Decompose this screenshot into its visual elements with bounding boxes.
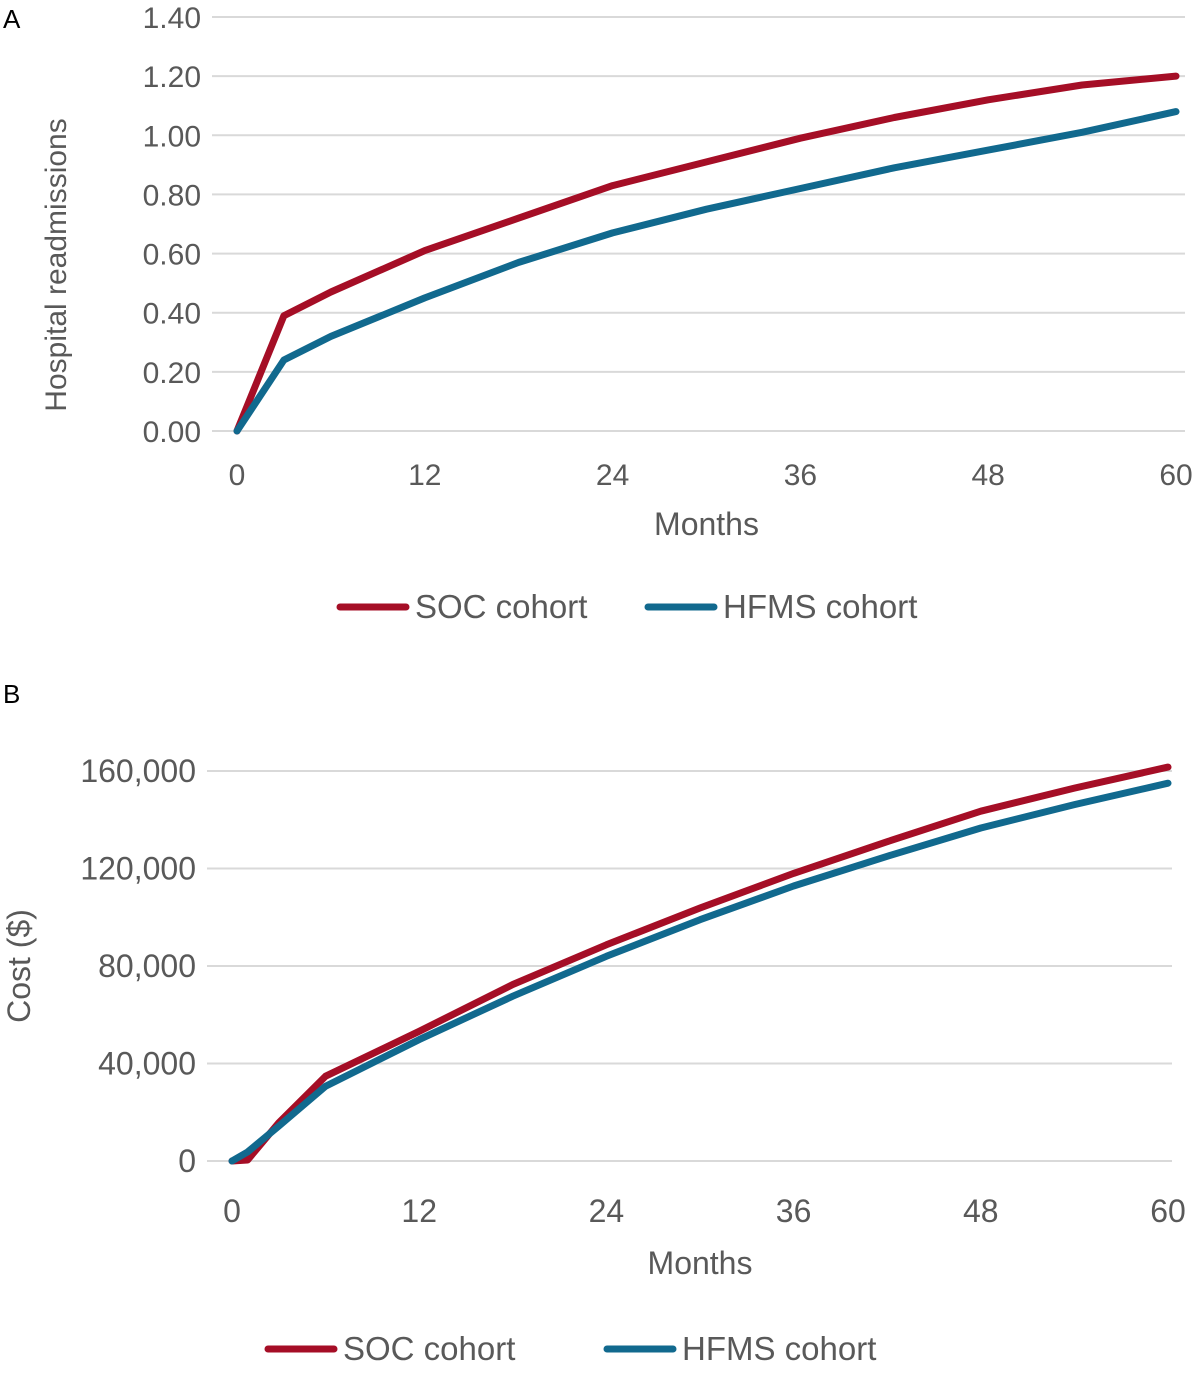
x-tick-label: 60 <box>1150 1193 1186 1229</box>
series-line-hfms <box>233 108 1180 435</box>
x-tick-label: 12 <box>401 1193 437 1229</box>
series-line-soc <box>233 72 1180 435</box>
panel-label: B <box>3 679 20 709</box>
y-tick-label: 0.00 <box>143 416 201 449</box>
x-tick-label: 0 <box>229 459 246 492</box>
x-tick-label: 60 <box>1159 459 1192 492</box>
legend-label: HFMS cohort <box>682 1330 876 1367</box>
x-tick-label: 36 <box>776 1193 812 1229</box>
chart-panel-b: B 0 40,000 80,000 120,000 160,000 0 12 24 36 48 60 M… <box>1 679 1186 1367</box>
legend-label: HFMS cohort <box>723 588 917 625</box>
y-tick-label: 0.20 <box>143 357 201 390</box>
x-tick-label: 0 <box>223 1193 241 1229</box>
y-tick-label: 1.00 <box>143 120 201 153</box>
y-tick-label: 0 <box>178 1143 196 1179</box>
x-tick-label: 12 <box>408 459 441 492</box>
x-axis-label: Months <box>648 1245 753 1281</box>
y-tick-label: 40,000 <box>98 1046 196 1082</box>
y-tick-label: 1.40 <box>143 2 201 35</box>
legend-label: SOC cohort <box>415 588 587 625</box>
legend-label: SOC cohort <box>343 1330 515 1367</box>
y-tick-label: 0.60 <box>143 239 201 272</box>
x-tick-label: 36 <box>784 459 817 492</box>
chart-panel-a: A 0.00 0.20 0.40 0.60 0.80 1.00 1.20 1.40 0 12 24 36… <box>3 2 1193 625</box>
y-axis-label: Hospital readmissions <box>40 118 73 411</box>
x-tick-label: 48 <box>963 1193 999 1229</box>
panel-label: A <box>3 4 21 34</box>
y-tick-label: 80,000 <box>98 948 196 984</box>
x-tick-label: 48 <box>972 459 1005 492</box>
x-tick-label: 24 <box>589 1193 625 1229</box>
x-tick-label: 24 <box>596 459 629 492</box>
y-tick-label: 1.20 <box>143 61 201 94</box>
y-tick-label: 0.40 <box>143 298 201 331</box>
x-axis-label: Months <box>654 506 759 542</box>
y-tick-label: 120,000 <box>80 851 196 887</box>
y-axis-label: Cost ($) <box>1 909 37 1023</box>
series-line-soc <box>228 763 1172 1165</box>
y-tick-label: 0.80 <box>143 179 201 212</box>
y-tick-label: 160,000 <box>80 753 196 789</box>
series-line-hfms <box>228 779 1172 1165</box>
